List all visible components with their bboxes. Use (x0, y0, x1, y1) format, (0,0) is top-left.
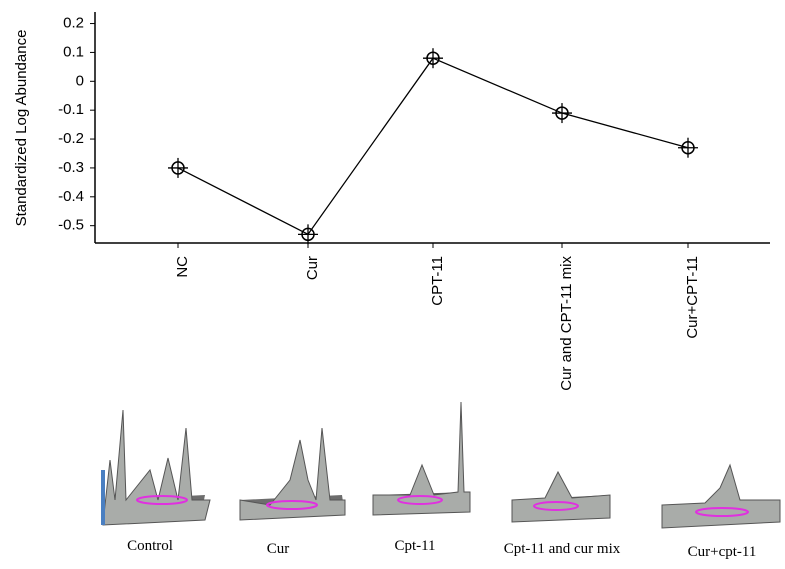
data-point (552, 103, 572, 123)
thumbnails (101, 402, 780, 528)
x-tick-label: Cur+CPT-11 (684, 256, 701, 339)
thumbnail-caption: Cur (267, 541, 290, 557)
thumbnail-caption: Control (127, 538, 173, 554)
thumbnail (373, 402, 470, 515)
data-point (423, 48, 443, 68)
thumbnail-caption: Cpt-11 and cur mix (504, 541, 621, 557)
data-point (168, 158, 188, 178)
y-tick-label: -0.3 (58, 159, 84, 176)
x-tick-label: CPT-11 (429, 256, 446, 306)
y-axis-label: Standardized Log Abundance (13, 30, 30, 227)
thumbnail-caption: Cur+cpt-11 (688, 544, 757, 560)
thumbnail (240, 428, 345, 520)
data-point (678, 138, 698, 158)
y-tick-label: 0 (76, 72, 84, 89)
thumbnail (512, 472, 610, 522)
data-line (178, 58, 688, 234)
y-tick-label: -0.5 (58, 217, 84, 234)
figure: Standardized Log Abundance (0, 0, 785, 569)
x-tick-label: Cur (304, 256, 321, 280)
y-tick-label: 0.1 (63, 43, 84, 60)
y-tick-label: 0.2 (63, 15, 84, 32)
x-tick-label: Cur and CPT-11 mix (558, 256, 575, 391)
x-tick-label: NC (174, 256, 191, 278)
data-point (298, 224, 318, 244)
y-tick-label: -0.4 (58, 188, 84, 205)
thumbnail (662, 465, 780, 528)
y-tick-label: -0.1 (58, 101, 84, 118)
y-tick-label: -0.2 (58, 130, 84, 147)
thumbnail (101, 410, 210, 525)
thumbnail-caption: Cpt-11 (394, 538, 435, 554)
